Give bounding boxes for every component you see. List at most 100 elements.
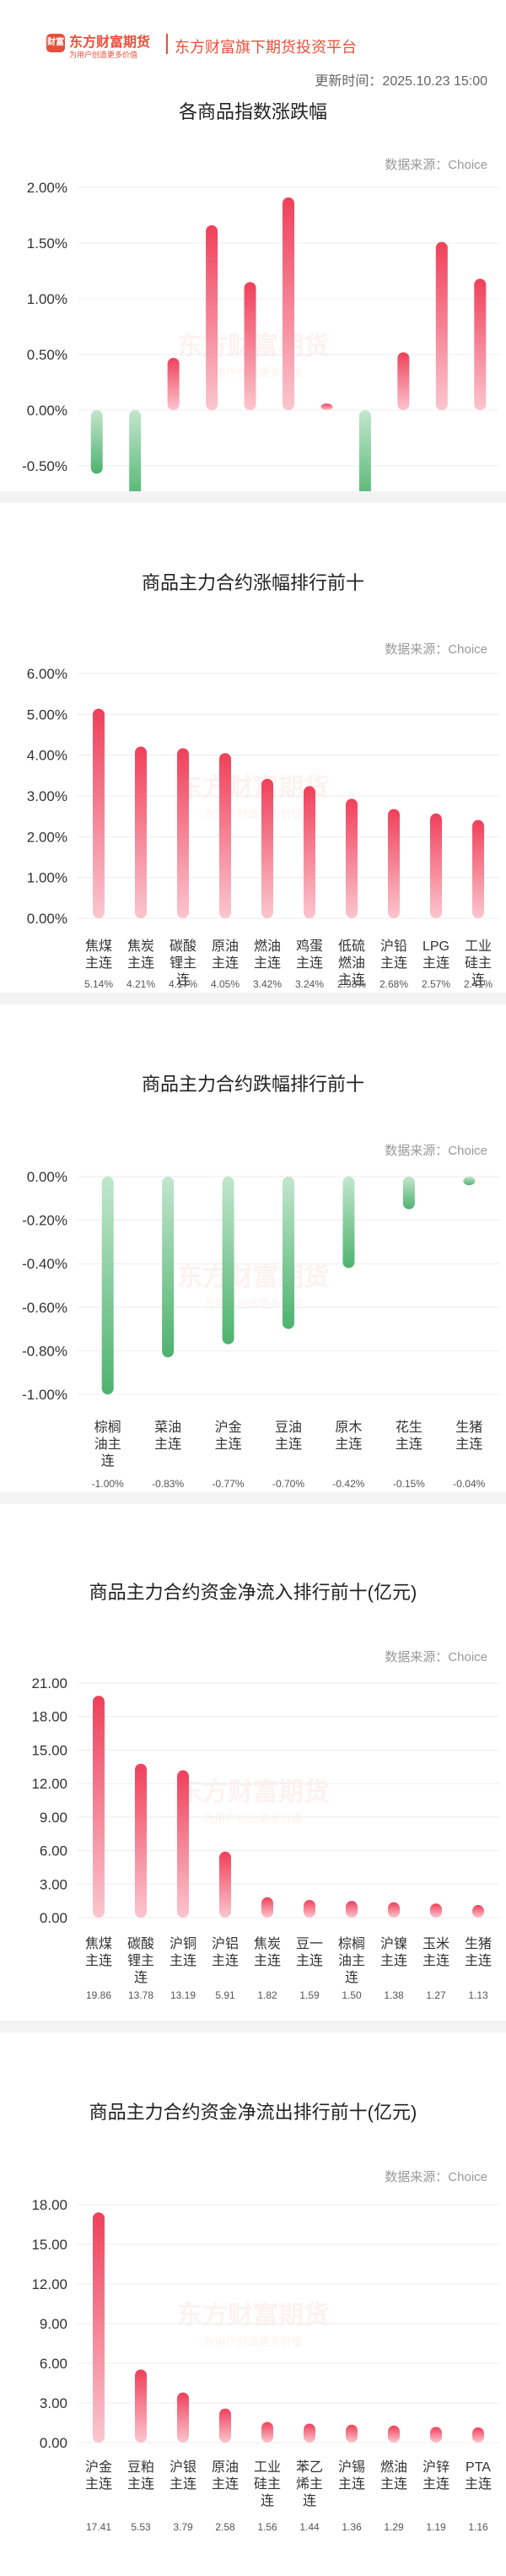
bar-碳酸锂主连	[177, 748, 189, 918]
bar-工业品	[129, 410, 142, 491]
bar-苯乙烯主连	[304, 2423, 315, 2443]
watermark-subtext: 为用户创造更多价值	[203, 808, 302, 820]
bar-焦煤主连	[93, 1696, 105, 1918]
bar-鸡蛋主连	[304, 786, 315, 918]
value-label: 2.57%	[422, 978, 450, 990]
y-tick-label: -0.50%	[22, 458, 67, 474]
category-label: 沪锌主连	[423, 2460, 449, 2492]
bar-原油主连	[219, 753, 231, 918]
bar-原油	[206, 225, 218, 410]
y-tick-label: 6.00%	[27, 666, 67, 682]
y-tick-label: 3.00	[40, 2395, 67, 2411]
value-label: 1.36	[342, 2521, 362, 2533]
value-label: -0.83%	[152, 1478, 184, 1490]
value-label: 13.19	[170, 1989, 196, 2001]
data-source-label: 数据来源：Choice	[385, 1144, 487, 1158]
section-separator	[0, 993, 506, 1004]
y-tick-label: 0.00	[40, 1910, 67, 1926]
category-label: 沪铜主连	[170, 1936, 196, 1968]
y-tick-label: 0.00%	[27, 1169, 67, 1185]
category-label: 焦炭主连	[254, 1936, 281, 1968]
value-label: 1.16	[468, 2521, 488, 2533]
category-label: 焦炭主连	[127, 939, 154, 971]
bar-沪锌主连	[430, 2427, 442, 2443]
bar-有色	[320, 403, 333, 410]
category-label: 焦煤主连	[85, 939, 112, 971]
bar-原油主连	[219, 2408, 231, 2443]
bar-豆油主连	[283, 1177, 294, 1329]
value-label: -0.70%	[272, 1478, 304, 1490]
y-tick-label: 9.00	[40, 1810, 67, 1826]
bar-玉米主连	[430, 1903, 442, 1918]
y-tick-label: 12.00	[31, 1776, 67, 1792]
category-label: 棕榈油主连	[94, 1420, 121, 1469]
y-tick-label: 2.00%	[27, 829, 67, 845]
bar-原木主连	[342, 1177, 355, 1269]
update-time: 更新时间：2025.10.23 15:00	[315, 74, 487, 89]
bar-沪金主连	[93, 2212, 105, 2443]
bar-菜油主连	[162, 1177, 175, 1358]
chart-svg: 东方财富期货为用户创造更多价值商品主力合约跌幅排行前十数据来源：Choice0.…	[22, 1074, 499, 1490]
chart-title: 商品主力合约涨幅排行前十	[142, 572, 364, 593]
watermark-text: 东方财富期货	[177, 1263, 329, 1291]
value-label: 1.13	[468, 1989, 488, 2001]
page-header: 财富 东方财富期货 为用户创造更多价值 东方财富旗下期货投资平台 更新时间：20…	[0, 0, 506, 93]
value-label: 3.24%	[295, 978, 324, 990]
value-label: 2.68%	[380, 978, 408, 990]
y-tick-label: 1.50%	[27, 235, 67, 252]
y-tick-label: 15.00	[31, 2237, 67, 2253]
chart-section-3: 东方财富期货 为用户创造更多价值 商品主力合约跌幅排行前十 数据来源：Choice 0.…	[0, 1004, 506, 1492]
category-label: 原油主连	[212, 939, 239, 971]
bar-化工	[244, 282, 256, 410]
category-label: 鸡蛋主连	[296, 939, 323, 971]
chart-title: 商品主力合约资金净流出排行前十(亿元)	[89, 2102, 417, 2123]
y-tick-label: 3.00%	[27, 788, 67, 804]
y-tick-label: 4.00%	[27, 748, 67, 764]
category-label: 沪金主连	[215, 1420, 242, 1452]
y-tick-label: 2.00%	[27, 180, 67, 196]
y-tick-label: 9.00	[40, 2316, 67, 2332]
watermark-subtext: 为用户创造更多价值	[203, 1812, 302, 1825]
y-tick-label: 0.00	[40, 2435, 67, 2451]
value-label: -0.15%	[393, 1478, 425, 1490]
value-label: 4.21%	[126, 978, 155, 990]
category-label: 沪银主连	[170, 2460, 196, 2492]
value-label: 5.91	[215, 1989, 235, 2001]
chart-title: 各商品指数涨跌幅	[179, 101, 327, 122]
value-label: -0.04%	[453, 1478, 485, 1490]
bar-工业硅主连	[472, 820, 484, 918]
data-source-label: 数据来源：Choice	[385, 158, 487, 172]
category-label: 沪锡主连	[338, 2460, 365, 2492]
category-label: PTA 主连	[465, 2460, 492, 2492]
value-label: 4.05%	[211, 978, 240, 990]
value-label: 1.82	[257, 1989, 277, 2001]
category-label: 工业硅主连	[254, 2460, 281, 2508]
bar-沪铜主连	[177, 1770, 189, 1918]
y-tick-label: 18.00	[31, 1709, 67, 1725]
bar-焦煤主连	[93, 708, 105, 918]
bar-燃油主连	[388, 2425, 400, 2443]
bar-焦炭主连	[261, 1897, 273, 1918]
value-label: 4.17%	[169, 978, 197, 990]
y-tick-label: 0.00%	[27, 403, 67, 419]
category-label: 菜油主连	[154, 1420, 181, 1452]
bar-PTA主连	[472, 2427, 484, 2443]
bar-沪铝主连	[219, 1851, 231, 1918]
category-label: 原木主连	[335, 1420, 362, 1452]
bar-谷物	[474, 279, 487, 410]
y-tick-label: -0.80%	[22, 1343, 67, 1359]
bar-沪锡主连	[346, 2424, 358, 2443]
bar-商品综合	[90, 410, 103, 474]
category-label: 原油主连	[212, 2460, 239, 2492]
watermark-text: 东方财富期货	[177, 2301, 329, 2330]
brand-slogan: 为用户创造更多价值	[69, 51, 138, 59]
bar-工业硅主连	[261, 2422, 273, 2443]
category-label: 焦煤主连	[85, 1936, 112, 1968]
category-label: 沪铅主连	[380, 939, 407, 971]
bar-沪银主连	[177, 2392, 189, 2443]
bar-豆一主连	[304, 1899, 315, 1918]
value-label: 5.14%	[84, 978, 113, 990]
category-label: 沪金主连	[85, 2460, 112, 2492]
